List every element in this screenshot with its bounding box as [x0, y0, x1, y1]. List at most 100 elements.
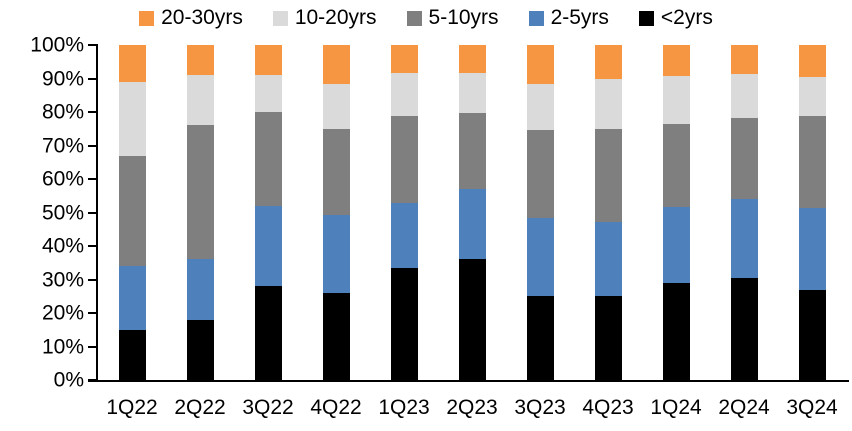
y-tick-label: 10% [41, 335, 84, 358]
bar-segment-<2yrs [254, 286, 282, 380]
x-tick-label: 1Q22 [106, 396, 158, 419]
legend-label: <2yrs [660, 6, 713, 29]
chart-legend: 20-30yrs 10-20yrs 5-10yrs 2-5yrs <2yrs [0, 6, 852, 29]
y-tick-label: 30% [41, 268, 84, 291]
stacked-bar-2Q22 [186, 45, 214, 380]
bar-segment-2-5yrs [594, 221, 622, 296]
bar-segment-<2yrs [322, 292, 350, 380]
bar-segment-<2yrs [390, 267, 418, 380]
bar-segment-10-20yrs [254, 75, 282, 112]
y-tick-mark [88, 144, 97, 147]
bar-slot-3Q23 [506, 45, 574, 380]
bar-segment-10-20yrs [662, 76, 690, 125]
bar-segment-10-20yrs [798, 76, 826, 116]
y-tick-label: 70% [41, 134, 84, 157]
bar-segment-20-30yrs [730, 45, 758, 75]
bar-segment-2-5yrs [390, 203, 418, 268]
y-tick-mark [88, 278, 97, 281]
bar-segment-2-5yrs [526, 217, 554, 297]
bar-segment-<2yrs [526, 296, 554, 380]
bar-segment-<2yrs [458, 259, 486, 380]
stacked-bar-1Q24 [662, 45, 690, 380]
legend-swatch-icon [638, 11, 654, 27]
x-axis-labels: 1Q22 2Q22 3Q22 4Q22 1Q23 2Q23 3Q23 4Q23 1Q24 2Q24… [98, 396, 846, 419]
bar-slot-1Q22 [98, 45, 166, 380]
bar-segment-10-20yrs [526, 84, 554, 131]
y-tick-mark [88, 211, 97, 214]
stacked-bar-4Q22 [322, 45, 350, 380]
bar-segment-5-10yrs [594, 129, 622, 222]
bar-segment-<2yrs [118, 329, 146, 380]
stacked-bar-1Q22 [118, 45, 146, 380]
stacked-bar-1Q23 [390, 45, 418, 380]
bar-segment-<2yrs [662, 282, 690, 380]
legend-item: 20-30yrs [139, 6, 243, 29]
y-tick-mark [88, 312, 97, 314]
bar-segment-2-5yrs [254, 205, 282, 287]
bar-segment-20-30yrs [186, 45, 214, 76]
bar-slot-3Q22 [234, 45, 302, 380]
bar-slot-2Q22 [166, 45, 234, 380]
y-tick-label: 40% [41, 234, 84, 258]
bar-segment-20-30yrs [118, 45, 146, 82]
bar-segment-20-30yrs [594, 45, 622, 80]
y-axis-labels: 0% 10% 20% 30% 40% 50% 60% 70% 80% 90% 100% [0, 35, 84, 391]
x-axis-line [88, 380, 849, 382]
y-tick-mark [88, 345, 97, 348]
bar-segment-5-10yrs [458, 113, 486, 190]
legend-item: 5-10yrs [406, 6, 499, 29]
bar-slot-1Q24 [642, 45, 710, 380]
legend-swatch-icon [406, 11, 422, 27]
legend-swatch-icon [139, 11, 155, 27]
y-tick-label: 60% [41, 167, 84, 191]
plot-area [98, 45, 846, 380]
x-tick-label: 4Q22 [310, 396, 362, 419]
y-tick-mark [88, 44, 97, 46]
x-tick-label: 1Q23 [378, 396, 430, 419]
bar-slot-4Q22 [302, 45, 370, 380]
legend-label: 5-10yrs [428, 6, 499, 29]
legend-label: 20-30yrs [161, 6, 243, 29]
x-tick-label: 2Q23 [446, 396, 498, 419]
bar-segment-5-10yrs [118, 155, 146, 267]
bar-segment-5-10yrs [798, 116, 826, 208]
x-tick-label: 3Q23 [514, 396, 566, 419]
bar-segment-10-20yrs [390, 72, 418, 116]
stacked-bar-4Q23 [594, 45, 622, 380]
bar-slot-2Q24 [710, 45, 778, 380]
bar-segment-20-30yrs [254, 45, 282, 76]
stacked-bar-2Q24 [730, 45, 758, 380]
x-tick-label: 3Q22 [242, 396, 294, 419]
y-tick-mark [88, 111, 97, 113]
bar-segment-<2yrs [186, 319, 214, 380]
y-tick-mark [88, 245, 97, 247]
bar-segment-10-20yrs [458, 73, 486, 114]
legend-item: <2yrs [638, 6, 713, 29]
bar-segment-2-5yrs [662, 206, 690, 283]
legend-label: 10-20yrs [294, 6, 377, 29]
bar-slot-1Q23 [370, 45, 438, 380]
legend-item: 10-20yrs [272, 6, 377, 29]
bar-segment-20-30yrs [662, 45, 690, 77]
bar-segment-10-20yrs [186, 75, 214, 126]
bar-segment-2-5yrs [730, 199, 758, 278]
bar-segment-5-10yrs [186, 125, 214, 260]
stacked-bar-3Q24 [798, 45, 826, 380]
bar-segment-20-30yrs [458, 45, 486, 74]
legend-label: 2-5yrs [550, 6, 609, 29]
bar-segment-5-10yrs [526, 130, 554, 218]
bar-segment-10-20yrs [730, 74, 758, 118]
bar-segment-10-20yrs [594, 79, 622, 130]
y-tick-mark [88, 178, 97, 180]
x-tick-label: 3Q24 [786, 396, 838, 419]
bar-segment-2-5yrs [118, 266, 146, 330]
y-tick-label: 50% [41, 201, 84, 224]
bar-segment-5-10yrs [254, 111, 282, 206]
bar-segment-2-5yrs [186, 259, 214, 320]
y-tick-label: 100% [30, 33, 84, 57]
bar-segment-20-30yrs [526, 45, 554, 85]
x-tick-label: 1Q24 [650, 396, 702, 419]
y-tick-label: 20% [41, 301, 84, 325]
bar-segment-5-10yrs [322, 129, 350, 215]
x-tick-label: 4Q23 [582, 396, 634, 419]
